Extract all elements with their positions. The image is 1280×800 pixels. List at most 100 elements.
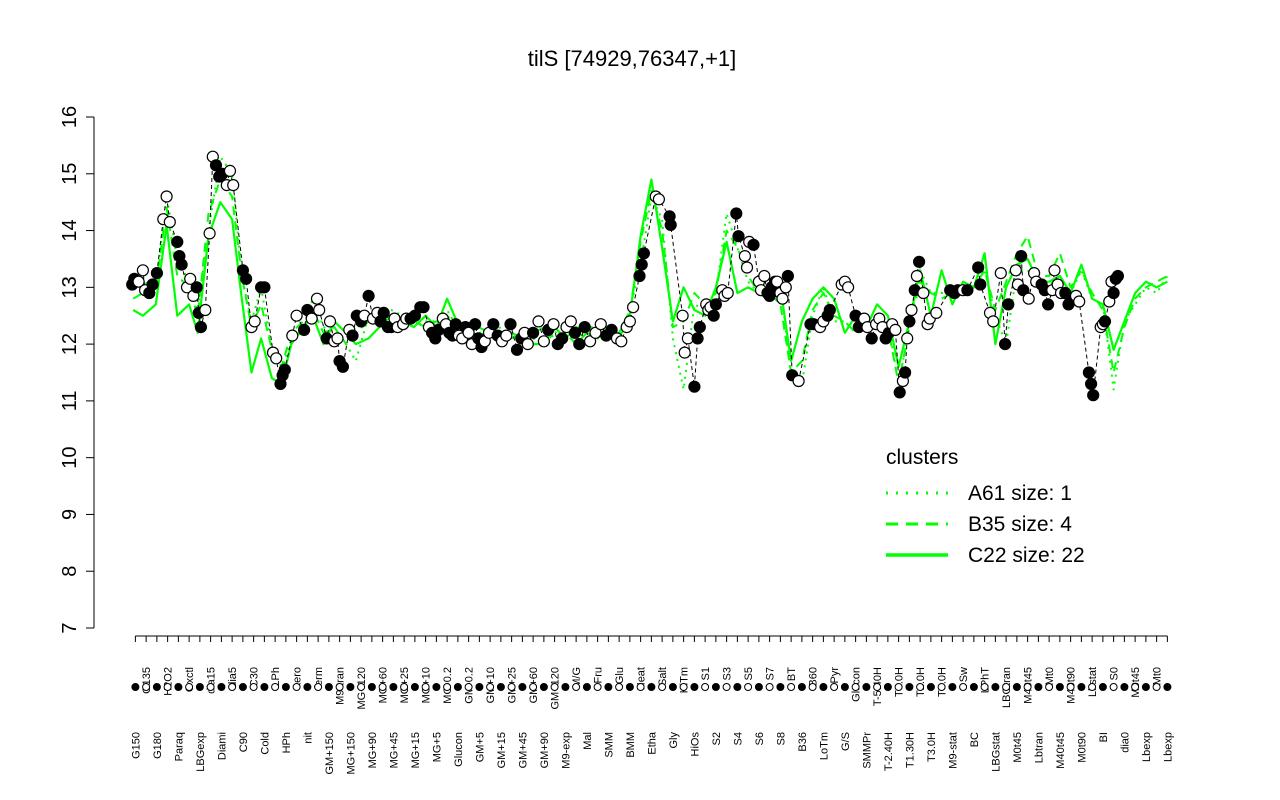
x-tick-label: S3 xyxy=(722,667,734,680)
data-point xyxy=(346,329,359,342)
x-tick-label: ferm xyxy=(313,667,325,689)
x-tick-label: S1 xyxy=(700,667,712,680)
baseline-marker xyxy=(647,683,656,691)
x-tick-label: S4 xyxy=(732,732,744,745)
legend-label: C22 size: 22 xyxy=(968,544,1085,567)
y-tick-label: 11 xyxy=(59,391,81,412)
data-point xyxy=(547,318,560,331)
x-tick-label: GM+150 xyxy=(324,732,336,775)
x-tick-label: T-2.40H xyxy=(883,732,895,771)
data-point xyxy=(336,360,349,373)
x-tick-label: dia0 xyxy=(1119,732,1131,753)
data-point xyxy=(248,315,261,328)
data-point xyxy=(898,366,912,379)
data-point xyxy=(313,303,326,317)
baseline-marker xyxy=(518,683,527,691)
data-point xyxy=(583,335,597,348)
baseline-marker xyxy=(496,683,505,691)
data-point xyxy=(203,227,216,240)
baseline-marker xyxy=(281,683,290,691)
data-point xyxy=(500,329,513,342)
y-tick-label: 13 xyxy=(59,276,81,298)
baseline-marker xyxy=(658,683,667,691)
baseline-marker xyxy=(550,683,559,691)
baseline-marker xyxy=(314,683,323,691)
baseline-marker xyxy=(529,683,538,691)
baseline-marker xyxy=(625,683,634,691)
x-tick-label: M0t45 xyxy=(1012,732,1024,763)
x-tick-label: BMM xyxy=(625,732,637,758)
data-point xyxy=(889,323,902,336)
x-tick-label: Mt0 xyxy=(1044,667,1056,685)
x-tick-label: G/S xyxy=(840,732,852,751)
data-point xyxy=(510,343,524,356)
data-point xyxy=(240,272,253,285)
baseline-marker xyxy=(1034,683,1043,691)
data-point xyxy=(917,286,930,300)
data-point xyxy=(171,235,184,248)
data-point xyxy=(1082,366,1096,379)
x-tick-label: S7 xyxy=(765,667,777,680)
baseline-marker xyxy=(378,683,387,691)
baseline-marker xyxy=(453,683,462,691)
baseline-marker xyxy=(754,683,763,691)
data-point xyxy=(903,315,916,328)
data-point xyxy=(998,338,1012,351)
baseline-marker xyxy=(948,683,957,691)
data-point xyxy=(987,315,1000,328)
x-tick-label: T5.0H xyxy=(937,667,949,697)
data-point xyxy=(707,309,720,322)
baseline-marker xyxy=(894,683,903,691)
x-tick-label: Diami xyxy=(216,732,228,760)
data-point xyxy=(893,386,906,399)
data-point xyxy=(136,264,149,277)
data-point xyxy=(1048,264,1061,277)
data-point xyxy=(331,332,344,345)
data-point xyxy=(132,275,145,288)
data-point xyxy=(740,261,754,274)
baseline-marker xyxy=(1088,683,1097,691)
x-tick-label: SMMPr xyxy=(861,732,873,769)
baseline-marker xyxy=(1120,683,1129,691)
data-point xyxy=(730,207,743,220)
baseline-marker xyxy=(410,683,419,691)
x-tick-label: S8 xyxy=(775,732,787,745)
data-point xyxy=(841,281,855,294)
data-point xyxy=(564,315,577,328)
data-point xyxy=(270,352,283,365)
x-tick-label: Lbexp xyxy=(1162,732,1174,762)
data-point xyxy=(146,278,159,291)
data-point xyxy=(362,289,375,302)
baseline-marker xyxy=(324,683,333,691)
baseline-marker xyxy=(1055,683,1064,691)
baseline-marker xyxy=(830,683,839,691)
baseline-marker xyxy=(582,683,591,691)
y-axis: 7 8 9 10 11 12 13 14 15 16 xyxy=(59,106,95,634)
x-tick-label: S5 xyxy=(743,667,755,680)
x-tick-label: GM+5 xyxy=(474,732,486,762)
data-point xyxy=(310,292,324,305)
baseline-marker xyxy=(808,683,817,691)
data-point xyxy=(190,281,203,294)
data-point xyxy=(1098,315,1112,328)
baseline-marker xyxy=(819,683,828,691)
x-tick-label: T2.0H xyxy=(915,667,927,697)
baseline-marker xyxy=(432,683,441,691)
data-point xyxy=(578,321,591,334)
baseline-marker xyxy=(840,683,849,691)
data-point xyxy=(1107,286,1120,300)
data-point xyxy=(912,255,926,268)
data-point xyxy=(823,303,836,317)
data-point xyxy=(633,269,646,283)
data-point xyxy=(781,269,795,283)
x-tick-label: MG+150 xyxy=(345,732,357,775)
data-point xyxy=(709,298,723,311)
baseline-marker xyxy=(292,683,301,691)
data-point xyxy=(972,261,985,274)
x-tick-label: T3.0H xyxy=(926,732,938,762)
x-tick-label: G150 xyxy=(130,732,142,759)
baseline-marker xyxy=(443,683,452,691)
baseline-marker xyxy=(131,683,140,691)
baseline-marker xyxy=(959,683,968,691)
data-point xyxy=(594,318,607,331)
